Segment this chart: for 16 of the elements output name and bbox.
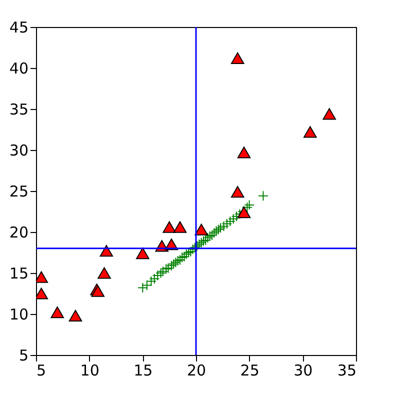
- y-tick-label: 35: [9, 100, 28, 118]
- x-tick-label: 5: [36, 362, 46, 380]
- y-tick-label: 25: [9, 182, 28, 200]
- x-tick-label: 30: [294, 362, 313, 380]
- y-tick-label: 5: [18, 346, 28, 364]
- y-tick-label: 20: [9, 224, 28, 242]
- x-tick-label: 10: [80, 362, 100, 380]
- y-tick-label: 30: [9, 142, 28, 160]
- x-tick-label: 20: [186, 362, 206, 380]
- y-tick-label: 10: [9, 306, 28, 324]
- x-tick-label: 35: [337, 362, 356, 380]
- y-tick-label: 15: [9, 264, 28, 282]
- y-tick-label: 45: [9, 18, 28, 36]
- x-tick-label: 25: [240, 362, 260, 380]
- y-tick-label: 40: [9, 60, 28, 78]
- x-tick-label: 15: [134, 362, 153, 380]
